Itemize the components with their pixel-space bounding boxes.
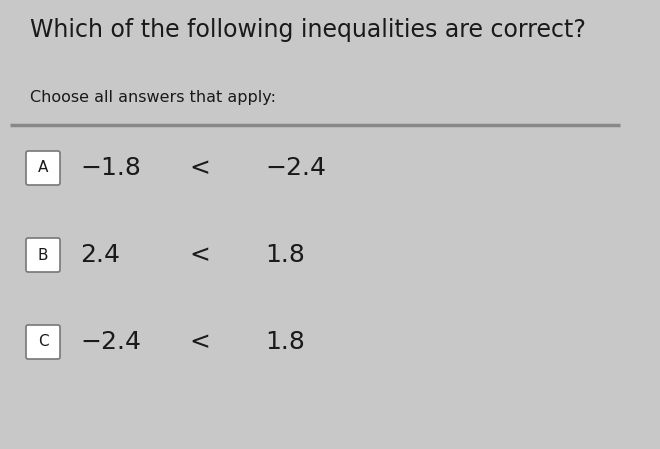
- Text: <: <: [189, 330, 211, 354]
- Text: Choose all answers that apply:: Choose all answers that apply:: [30, 90, 276, 105]
- Text: C: C: [38, 335, 48, 349]
- Text: A: A: [38, 160, 48, 176]
- FancyBboxPatch shape: [26, 151, 60, 185]
- Text: 1.8: 1.8: [265, 243, 305, 267]
- Text: 2.4: 2.4: [80, 243, 120, 267]
- Text: −2.4: −2.4: [80, 330, 141, 354]
- Text: <: <: [189, 243, 211, 267]
- FancyBboxPatch shape: [26, 325, 60, 359]
- Text: 1.8: 1.8: [265, 330, 305, 354]
- FancyBboxPatch shape: [26, 238, 60, 272]
- Text: Which of the following inequalities are correct?: Which of the following inequalities are …: [30, 18, 586, 42]
- Text: B: B: [38, 247, 48, 263]
- Text: <: <: [189, 156, 211, 180]
- Text: −1.8: −1.8: [80, 156, 141, 180]
- Text: −2.4: −2.4: [265, 156, 326, 180]
